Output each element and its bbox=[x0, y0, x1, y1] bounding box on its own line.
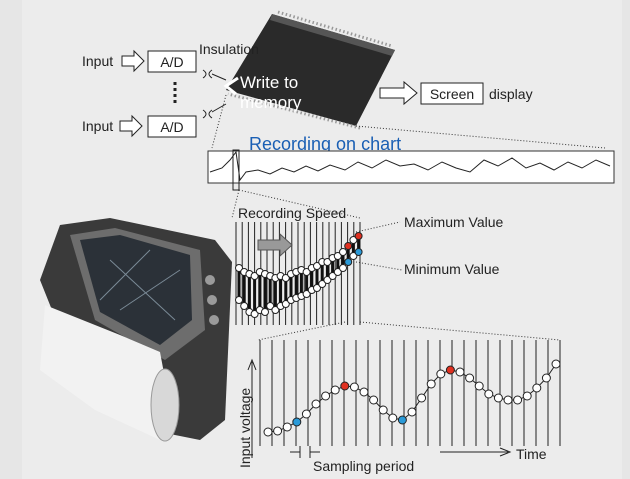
sample-point bbox=[484, 389, 494, 399]
write-arrow bbox=[223, 76, 239, 96]
maximum-label: Maximum Value bbox=[404, 214, 504, 230]
max-point bbox=[349, 236, 358, 244]
arrow bbox=[121, 49, 145, 73]
leader bbox=[211, 94, 606, 149]
max-point bbox=[354, 232, 363, 240]
memory-line2: memory bbox=[240, 93, 302, 112]
sample-point bbox=[340, 381, 350, 391]
sample-point bbox=[532, 383, 542, 393]
min-point bbox=[271, 306, 280, 314]
sample-point bbox=[503, 395, 513, 405]
max-point bbox=[302, 268, 311, 276]
max-point bbox=[344, 242, 353, 250]
sample-point bbox=[378, 405, 388, 415]
sample-point bbox=[292, 417, 302, 427]
sample-point bbox=[301, 409, 311, 419]
sample-point bbox=[522, 391, 532, 401]
insulation-symbol bbox=[202, 103, 227, 119]
screen-label: Screen bbox=[430, 86, 474, 102]
sample-point bbox=[397, 415, 407, 425]
sample-point bbox=[541, 373, 551, 383]
sample-point bbox=[493, 393, 503, 403]
chart-title: Recording on chart bbox=[249, 134, 401, 154]
x-axis bbox=[440, 447, 512, 457]
min-point bbox=[318, 280, 327, 288]
sample-point bbox=[551, 359, 561, 369]
speed-arrow bbox=[257, 232, 293, 258]
max-point bbox=[281, 274, 290, 282]
minimum-label: Minimum Value bbox=[404, 261, 500, 277]
sample-point bbox=[263, 427, 273, 437]
sample-point bbox=[417, 393, 427, 403]
sample-point bbox=[273, 426, 283, 436]
sample-point bbox=[513, 395, 523, 405]
min-point bbox=[261, 308, 269, 316]
sampling-label: Sampling period bbox=[313, 458, 414, 474]
zoom-window bbox=[232, 149, 240, 191]
display-label: display bbox=[489, 86, 533, 102]
y-axis bbox=[247, 358, 257, 458]
min-point bbox=[235, 296, 243, 304]
min-point bbox=[266, 302, 275, 310]
sample-point bbox=[445, 365, 455, 375]
min-point bbox=[250, 310, 259, 318]
min-point bbox=[323, 276, 332, 284]
sample-point bbox=[349, 382, 359, 392]
leader bbox=[231, 189, 361, 219]
max-point bbox=[235, 264, 243, 272]
min-point bbox=[349, 252, 358, 260]
min-point bbox=[302, 290, 311, 298]
ad-box bbox=[147, 115, 197, 138]
recording-speed: Recording Speed bbox=[238, 205, 346, 221]
min-point bbox=[339, 264, 347, 272]
screen-box bbox=[420, 82, 484, 105]
y-axis-label: Input voltage bbox=[237, 388, 253, 468]
sample-point bbox=[474, 381, 484, 391]
device-photo bbox=[40, 218, 232, 442]
ad-label: A/D bbox=[160, 54, 183, 70]
sample-point bbox=[455, 367, 465, 377]
input-label: Input bbox=[82, 118, 113, 134]
min-point bbox=[281, 300, 290, 308]
max-point bbox=[250, 272, 259, 280]
arrow bbox=[119, 114, 143, 138]
input-label: Input bbox=[82, 53, 113, 69]
chart-waveform bbox=[209, 150, 611, 182]
max-point bbox=[339, 248, 347, 256]
sample-point bbox=[282, 422, 292, 432]
insulation-symbol bbox=[202, 69, 227, 81]
sample-point bbox=[359, 387, 369, 397]
max-point bbox=[313, 262, 321, 270]
sample-point bbox=[465, 373, 475, 383]
chart-strip bbox=[207, 150, 615, 184]
ad-box bbox=[147, 50, 197, 73]
memory-line1: Write to bbox=[240, 73, 298, 92]
sample-point bbox=[388, 413, 398, 423]
min-point bbox=[344, 258, 353, 266]
sample-point bbox=[311, 399, 321, 409]
min-point bbox=[333, 268, 342, 276]
min-point bbox=[240, 302, 249, 310]
leader bbox=[257, 321, 561, 341]
min-point bbox=[328, 272, 337, 280]
insulation-label: Insulation bbox=[199, 41, 259, 57]
min-point bbox=[354, 248, 363, 256]
sample-point bbox=[426, 379, 436, 389]
sample-point bbox=[369, 395, 379, 405]
max-point bbox=[323, 258, 332, 266]
sampling-marker bbox=[290, 446, 320, 458]
sample-point bbox=[407, 407, 417, 417]
arrow bbox=[379, 80, 418, 106]
ad-label: A/D bbox=[160, 119, 183, 135]
sample-point bbox=[321, 391, 331, 401]
memory-chip bbox=[226, 10, 395, 130]
x-axis-label: Time bbox=[516, 446, 547, 462]
speed-lines bbox=[235, 222, 363, 325]
max-point bbox=[333, 252, 342, 260]
min-point bbox=[313, 284, 321, 292]
sample-point bbox=[330, 385, 340, 395]
sample-point bbox=[436, 369, 446, 379]
sampling-graph bbox=[259, 340, 561, 446]
